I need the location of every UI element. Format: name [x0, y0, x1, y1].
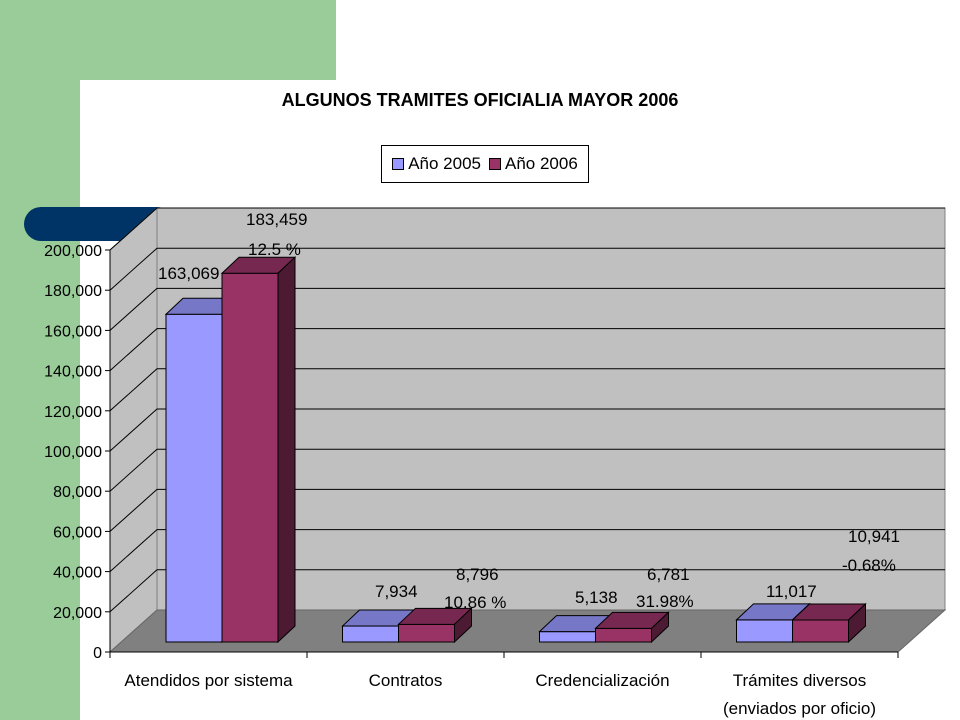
data-label-2005: 11,017	[766, 582, 817, 601]
x-tick-label: Contratos	[369, 671, 443, 690]
bar-2005	[539, 631, 596, 643]
chart-legend: Año 2005 Año 2006	[381, 145, 589, 183]
gridline	[109, 408, 945, 452]
legend-label-2006: Año 2006	[505, 154, 578, 173]
axes: 0 20,000 40,000 60,000 80,000 100,000 120,000 1…	[44, 243, 899, 718]
data-label-2006: 183,459	[246, 210, 307, 229]
percent-change-label: -0.68%	[842, 556, 896, 575]
data-label-2005: 163,069	[158, 264, 219, 283]
legend-item-2005: Año 2005	[392, 154, 481, 174]
y-tick-label: 0	[93, 645, 102, 662]
x-tick-label: (enviados por oficio)	[723, 699, 876, 718]
chart-title: ALGUNOS TRAMITES OFICIALIA MAYOR 2006	[281, 90, 679, 110]
y-tick-label: 100,000	[44, 444, 102, 461]
data-label-2006: 8,796	[456, 565, 499, 584]
y-tick-label: 160,000	[44, 323, 102, 340]
gridline	[109, 488, 945, 532]
x-tick-label: Credencialización	[535, 671, 669, 690]
y-tick-label: 120,000	[44, 404, 102, 421]
bar-side-face	[277, 256, 296, 644]
bar-2006	[595, 627, 652, 643]
bars	[164, 256, 867, 644]
gridline	[109, 529, 945, 572]
bar-2006	[398, 623, 455, 643]
y-tick-label: 60,000	[53, 524, 102, 541]
gridline	[109, 328, 945, 371]
gridline	[109, 448, 945, 492]
percent-change-label: 12.5 %	[248, 240, 301, 259]
x-tick-label: Atendidos por sistema	[124, 671, 293, 690]
data-label-2005: 7,934	[375, 582, 418, 601]
legend-swatch-2005	[392, 158, 405, 170]
data-labels: 163,069 183,459 12.5 % 7,934 8,796 10.86 % 5,1…	[158, 210, 900, 612]
y-tick-label: 140,000	[44, 364, 102, 381]
legend-label-2005: Año 2005	[408, 154, 481, 173]
bar-side-face	[848, 602, 866, 644]
left-green-band	[0, 0, 80, 720]
bar-2005	[736, 619, 793, 643]
bar-side-face	[651, 611, 669, 644]
data-label-2005: 5,138	[575, 588, 618, 607]
bar-2006	[221, 272, 279, 643]
y-tick-label: 40,000	[53, 565, 102, 582]
grid-lines	[109, 207, 945, 613]
x-tick-label: Trámites diversos	[733, 671, 867, 690]
top-green-band	[80, 0, 336, 80]
gridline	[109, 287, 945, 331]
y-tick-label: 200,000	[44, 243, 102, 260]
gridline	[109, 207, 945, 251]
bar-2005	[165, 313, 223, 643]
bar-2006	[792, 619, 849, 643]
gridline	[109, 368, 945, 412]
percent-change-label: 10.86 %	[444, 593, 506, 612]
bar-2005	[342, 625, 399, 643]
data-label-2006: 6,781	[647, 565, 690, 584]
y-tick-label: 20,000	[53, 605, 102, 622]
data-label-2006: 10,941	[848, 527, 900, 546]
gridline	[109, 569, 945, 613]
gridline	[109, 247, 945, 291]
legend-swatch-2006	[489, 158, 501, 170]
percent-change-label: 31.98%	[636, 592, 694, 611]
y-tick-label: 80,000	[53, 484, 102, 501]
bar-side-face	[454, 607, 472, 644]
y-tick-label: 180,000	[44, 283, 102, 300]
legend-item-2006: Año 2006	[489, 154, 578, 174]
